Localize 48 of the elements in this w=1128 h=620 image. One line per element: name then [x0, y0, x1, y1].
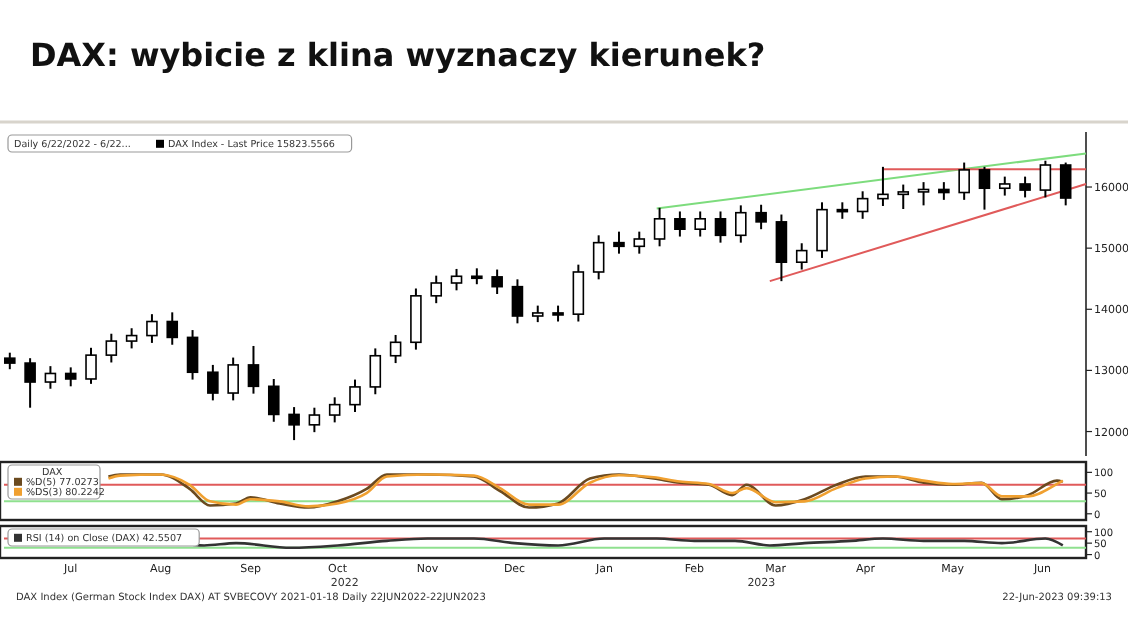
candlestick — [633, 230, 646, 255]
candlestick — [592, 234, 605, 281]
candlestick — [1059, 161, 1072, 207]
candlestick — [288, 406, 300, 442]
candlestick — [146, 313, 158, 344]
candlestick — [775, 213, 788, 283]
candlestick — [978, 165, 991, 211]
chart-title: DAX: wybicie z klina wyznaczy kierunek? — [30, 36, 766, 74]
candlestick — [1019, 175, 1031, 199]
candlestick — [166, 311, 179, 346]
candlestick — [877, 165, 889, 207]
candlestick — [613, 230, 625, 255]
candlestick — [897, 183, 910, 211]
candlestick — [795, 242, 808, 271]
candlestick — [349, 378, 361, 413]
candlestick — [125, 327, 138, 350]
candlestick — [694, 210, 706, 238]
candlestick — [410, 287, 422, 351]
candlestick — [44, 365, 57, 390]
candlestick — [572, 263, 585, 323]
candlestick — [450, 267, 463, 292]
candlestick — [105, 332, 118, 364]
candlestick — [674, 210, 686, 238]
candlestick — [714, 210, 727, 244]
candlestick — [308, 406, 321, 434]
candlestick — [917, 181, 930, 207]
candlestick — [998, 175, 1011, 197]
candlestick — [816, 201, 828, 259]
candlestick — [186, 329, 199, 381]
candlestick — [958, 161, 970, 201]
candlestick — [653, 206, 666, 248]
candlestick — [755, 203, 767, 231]
candlestick — [328, 396, 341, 424]
candlestick — [511, 278, 524, 325]
candlestick — [85, 346, 97, 385]
candlestick — [227, 356, 239, 402]
candlestick — [64, 366, 77, 388]
candlestick — [491, 268, 503, 295]
candlestick — [430, 274, 443, 305]
candlestick — [24, 357, 36, 409]
candlestick — [369, 347, 382, 396]
candlestick — [247, 344, 260, 395]
candlestick — [856, 190, 869, 220]
candlestick — [267, 377, 280, 423]
candlestick — [207, 363, 219, 402]
candlestick — [1039, 159, 1052, 199]
candlestick — [389, 333, 402, 365]
candlestick — [735, 204, 747, 244]
